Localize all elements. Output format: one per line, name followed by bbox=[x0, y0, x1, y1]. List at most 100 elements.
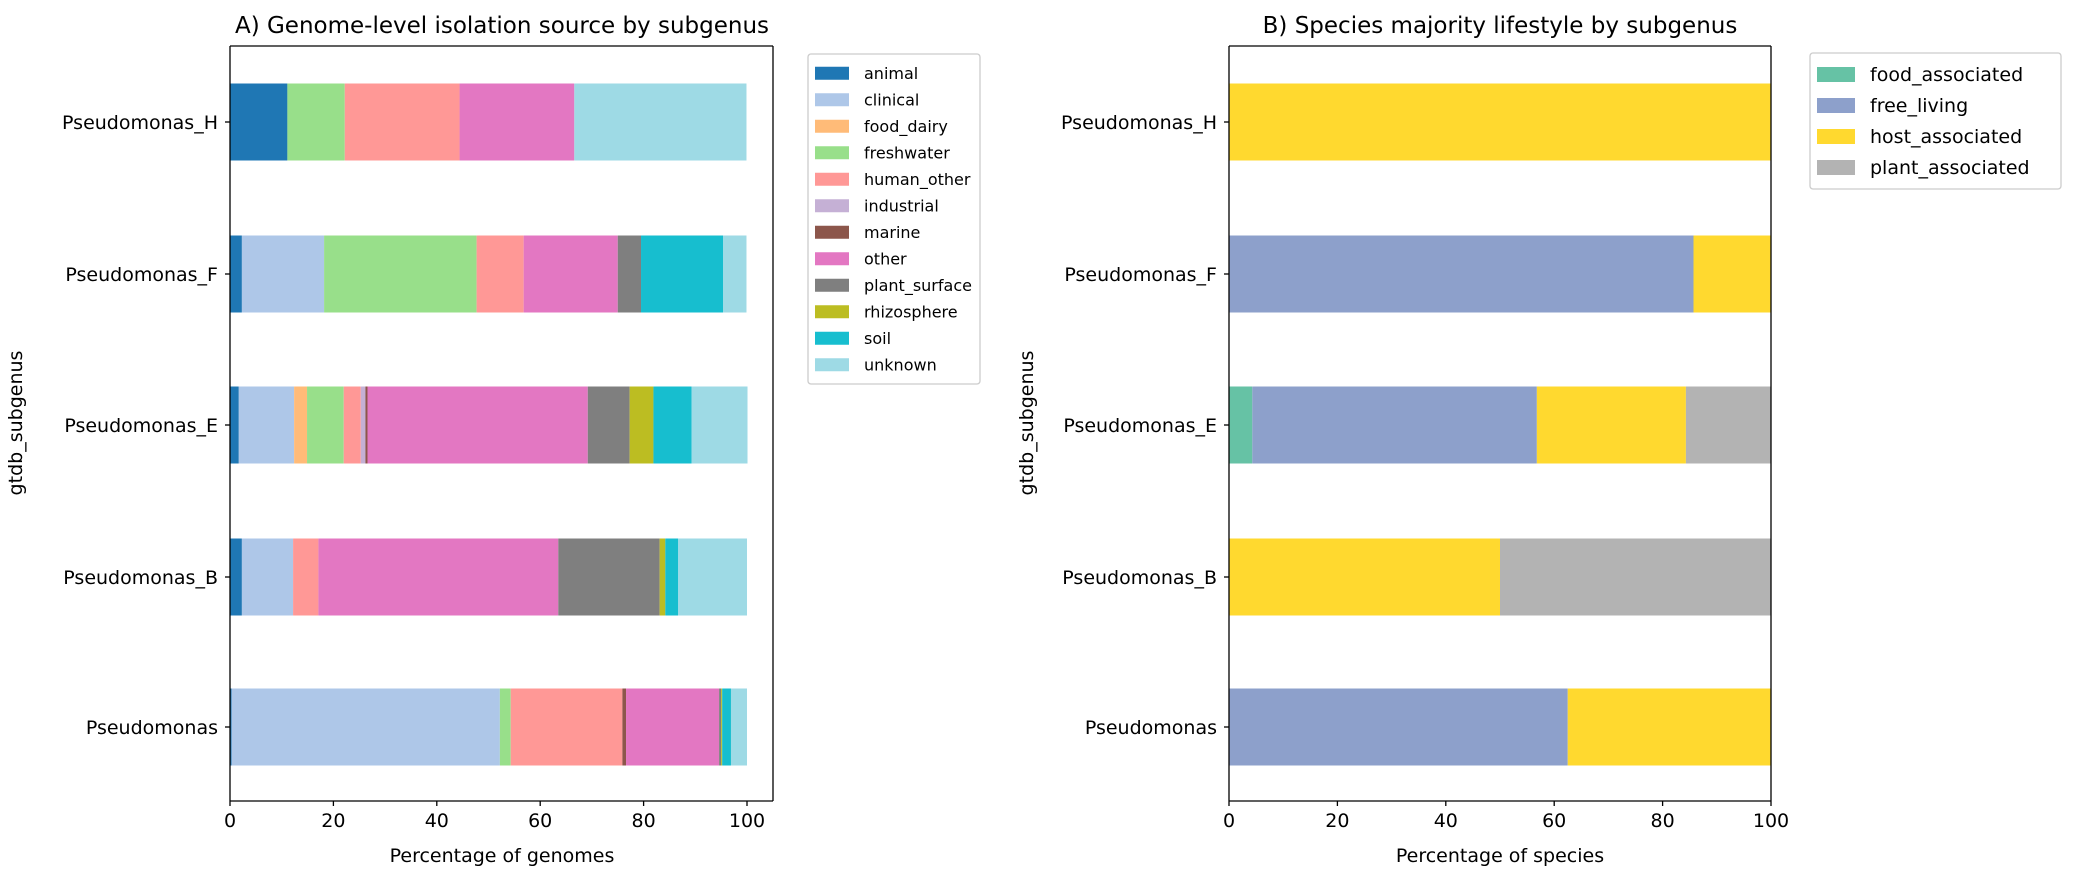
legend-swatch-industrial bbox=[815, 199, 849, 213]
legend-label: animal bbox=[864, 64, 918, 83]
x-tick-label: 0 bbox=[224, 810, 236, 832]
x-tick-label: 80 bbox=[632, 810, 656, 832]
legend-swatch-animal bbox=[815, 66, 849, 80]
panel-a-ylabel: gtdb_subgenus bbox=[5, 351, 27, 496]
legend-swatch-human-other bbox=[815, 172, 849, 186]
legend-swatch-host-associated bbox=[1817, 129, 1855, 144]
bar-segment-unknown bbox=[730, 688, 747, 766]
legend-swatch-plant-surface bbox=[815, 278, 849, 292]
bar-segment-soil bbox=[722, 688, 731, 766]
legend-label: human_other bbox=[864, 170, 971, 190]
legend-label: plant_associated bbox=[1870, 157, 2030, 179]
legend-label: rhizosphere bbox=[864, 302, 958, 321]
y-tick-label: Pseudomonas_B bbox=[1062, 567, 1217, 589]
bar-segment-clinical bbox=[238, 386, 295, 464]
x-tick-label: 80 bbox=[1651, 810, 1675, 832]
bar-segment-human-other bbox=[510, 688, 623, 766]
legend-label: soil bbox=[864, 329, 891, 348]
bar-segment-other bbox=[459, 83, 575, 161]
legend-label: other bbox=[864, 249, 907, 268]
legend-box bbox=[807, 53, 981, 385]
legend-box bbox=[1809, 52, 2062, 190]
y-tick-label: Pseudomonas_F bbox=[65, 264, 218, 286]
legend-swatch-unknown bbox=[815, 358, 849, 372]
legend-swatch-plant-associated bbox=[1817, 160, 1855, 175]
x-tick-label: 100 bbox=[729, 810, 765, 832]
bar-segment-soil bbox=[641, 235, 724, 313]
y-tick-label: Pseudomonas_H bbox=[62, 112, 218, 134]
bar-segment-food-associated bbox=[1229, 386, 1253, 464]
legend-label: marine bbox=[864, 223, 920, 242]
bar-segment-host-associated bbox=[1693, 235, 1771, 313]
bar-segment-rhizosphere bbox=[629, 386, 654, 464]
x-tick-label: 20 bbox=[321, 810, 345, 832]
x-tick-label: 20 bbox=[1325, 810, 1349, 832]
bar-segment-plant-surface bbox=[587, 386, 630, 464]
panel-a-xlabel: Percentage of genomes bbox=[390, 845, 615, 867]
bar-segment-animal bbox=[230, 688, 232, 766]
y-tick-label: Pseudomonas_E bbox=[64, 415, 218, 437]
y-tick-label: Pseudomonas_B bbox=[63, 567, 218, 589]
bar-segment-other bbox=[523, 235, 618, 313]
bar-segment-unknown bbox=[678, 538, 747, 616]
bar-segment-rhizosphere bbox=[721, 688, 723, 766]
legend-swatch-food-dairy bbox=[815, 119, 849, 133]
bar-segment-plant-associated bbox=[1500, 538, 1771, 616]
bar-segment-free-living bbox=[1229, 235, 1694, 313]
bar-segment-animal bbox=[230, 235, 242, 313]
bar-segment-unknown bbox=[574, 83, 747, 161]
legend-swatch-soil bbox=[815, 331, 849, 345]
bar-segment-other bbox=[367, 386, 588, 464]
bar-segment-freshwater bbox=[287, 83, 345, 161]
legend-swatch-clinical bbox=[815, 93, 849, 107]
legend-swatch-food-associated bbox=[1817, 67, 1855, 82]
bar-segment-other bbox=[626, 688, 720, 766]
bar-segment-plant-associated bbox=[1685, 386, 1771, 464]
bar-segment-human-other bbox=[476, 235, 524, 313]
legend-swatch-rhizosphere bbox=[815, 305, 849, 319]
y-tick-label: Pseudomonas_E bbox=[1063, 415, 1217, 437]
legend: animal clinical food_dairy freshwater human_… bbox=[807, 53, 981, 385]
legend-label: clinical bbox=[864, 90, 919, 109]
bar-segment-animal bbox=[230, 386, 239, 464]
x-tick-label: 100 bbox=[1753, 810, 1789, 832]
bar-segment-clinical bbox=[241, 235, 325, 313]
x-tick-label: 40 bbox=[425, 810, 449, 832]
bar-segment-clinical bbox=[231, 688, 500, 766]
legend-label: host_associated bbox=[1870, 126, 2022, 148]
bar-segment-plant-surface bbox=[558, 538, 660, 616]
bar-segment-other bbox=[318, 538, 559, 616]
legend-label: food_dairy bbox=[864, 117, 948, 137]
bar-segment-human-other bbox=[293, 538, 319, 616]
bar-segment-freshwater bbox=[324, 235, 477, 313]
legend-label: unknown bbox=[864, 355, 937, 374]
bar-segment-clinical bbox=[241, 538, 294, 616]
bar-segment-food-dairy bbox=[294, 386, 308, 464]
bar-segment-industrial bbox=[360, 386, 366, 464]
x-tick-label: 40 bbox=[1434, 810, 1458, 832]
bar-segment-host-associated bbox=[1567, 688, 1771, 766]
bar-segment-free-living bbox=[1252, 386, 1537, 464]
x-tick-label: 60 bbox=[1542, 810, 1566, 832]
legend-label: industrial bbox=[864, 196, 939, 215]
legend-label: food_associated bbox=[1870, 64, 2023, 86]
panel-a-chart: A) Genome-level isolation source by subg… bbox=[5, 13, 981, 867]
bar-segment-marine bbox=[365, 386, 368, 464]
legend-label: plant_surface bbox=[864, 276, 972, 296]
bar-segment-plant-surface bbox=[617, 235, 642, 313]
legend-swatch-free-living bbox=[1817, 98, 1855, 113]
y-tick-label: Pseudomonas_F bbox=[1064, 264, 1217, 286]
bar-segment-human-other bbox=[344, 83, 460, 161]
panel-b-xlabel: Percentage of species bbox=[1396, 845, 1604, 867]
x-tick-label: 0 bbox=[1223, 810, 1235, 832]
bar-segment-human-other bbox=[343, 386, 361, 464]
legend-swatch-other bbox=[815, 252, 849, 266]
bar-segment-plant-surface bbox=[719, 688, 722, 766]
bar-segment-soil bbox=[653, 386, 692, 464]
panel-a-title: A) Genome-level isolation source by subg… bbox=[235, 13, 769, 39]
y-tick-label: Pseudomonas bbox=[86, 717, 218, 739]
panel-b-title: B) Species majority lifestyle by subgenu… bbox=[1263, 13, 1738, 39]
bar-segment-unknown bbox=[723, 235, 747, 313]
y-tick-label: Pseudomonas bbox=[1085, 717, 1217, 739]
